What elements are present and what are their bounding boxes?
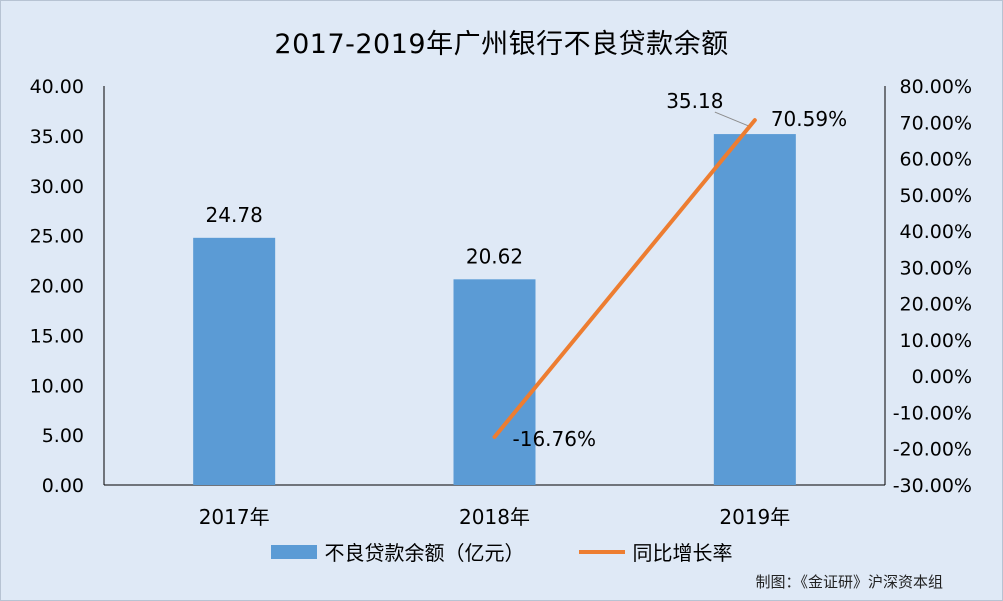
source-note: 制图：《金证研》沪深资本组 [755, 573, 943, 591]
left-tick-label: 30.00 [30, 176, 84, 198]
chart-title: 2017-2019年广州银行不良贷款余额 [274, 29, 729, 60]
x-tick-label: 2018年 [459, 505, 530, 529]
right-tick-label: 0.00% [912, 366, 972, 388]
right-tick-label: 20.00% [900, 294, 972, 316]
legend-label-bar: 不良贷款余额（亿元） [324, 541, 525, 565]
legend-label-line: 同比增长率 [632, 541, 733, 565]
left-tick-label: 10.00 [30, 375, 84, 397]
legend-item-line: 同比增长率 [578, 537, 733, 566]
bar-label-leader [714, 111, 750, 127]
right-tick-label: 30.00% [900, 257, 972, 279]
bar-data-label: 20.62 [466, 244, 523, 268]
right-tick-label: -20.00% [893, 439, 972, 461]
x-tick-label: 2019年 [719, 505, 790, 529]
bar [193, 237, 276, 485]
bar-data-label: 35.18 [666, 89, 723, 113]
chart-legend: 不良贷款余额（亿元） 同比增长率 [0, 537, 1003, 566]
left-tick-label: 0.00 [42, 475, 84, 497]
left-tick-label: 25.00 [30, 226, 84, 248]
right-tick-label: 60.00% [900, 149, 972, 171]
line-data-label: -16.76% [513, 427, 596, 451]
bar [453, 279, 536, 485]
legend-item-bar: 不良贷款余额（亿元） [270, 537, 525, 566]
x-tick-label: 2017年 [199, 505, 270, 529]
right-tick-label: 50.00% [900, 185, 972, 207]
legend-swatch-bar [270, 544, 317, 559]
right-tick-label: 40.00% [900, 221, 972, 243]
bar-data-label: 24.78 [206, 203, 263, 227]
right-tick-label: -10.00% [893, 402, 972, 424]
bar [713, 134, 796, 485]
legend-swatch-line [578, 549, 625, 554]
right-tick-label: -30.00% [893, 475, 972, 497]
right-tick-label: 70.00% [900, 112, 972, 134]
left-tick-label: 35.00 [30, 126, 84, 148]
left-tick-label: 20.00 [30, 276, 84, 298]
left-tick-label: 40.00 [30, 76, 84, 98]
growth-line [492, 118, 757, 439]
right-tick-label: 10.00% [900, 330, 972, 352]
left-tick-label: 15.00 [30, 325, 84, 347]
line-data-label: 70.59% [771, 107, 847, 131]
left-tick-label: 5.00 [42, 425, 84, 447]
right-tick-label: 80.00% [900, 76, 972, 98]
